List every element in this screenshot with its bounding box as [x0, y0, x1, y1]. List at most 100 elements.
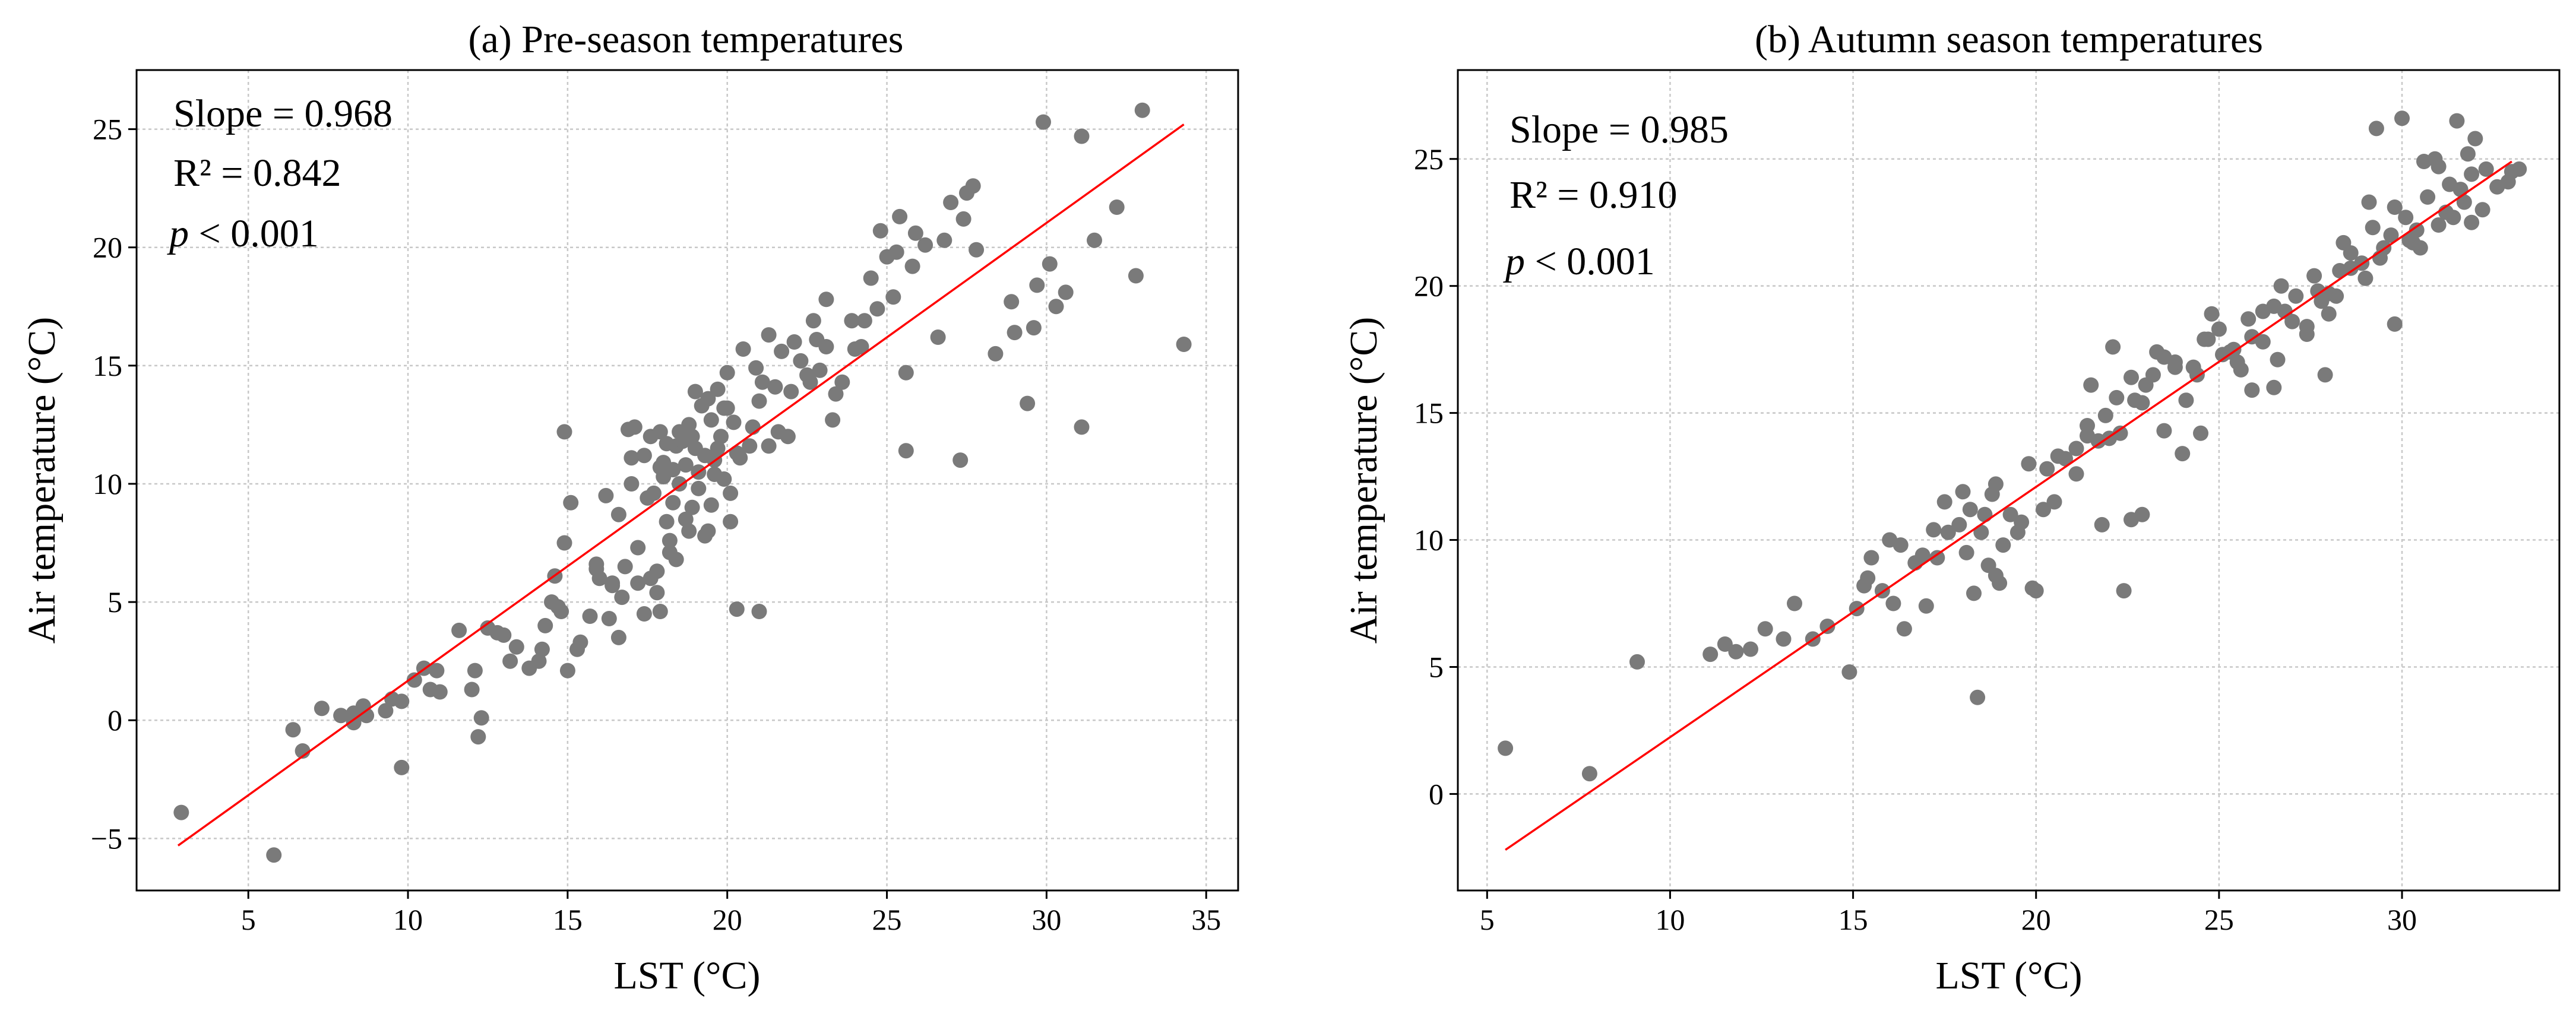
panel-b-data-point: [2449, 113, 2465, 129]
panel-b-data-point: [1973, 524, 1989, 540]
panel-a-data-point: [496, 627, 512, 643]
panel-a-plot-frame: [135, 69, 1239, 892]
panel-b-data-point: [2255, 303, 2271, 319]
panel-a-data-point: [451, 622, 467, 638]
panel-a-data-point: [556, 424, 572, 440]
panel-a-data-point: [786, 334, 802, 350]
panel-a-data-point: [748, 360, 764, 376]
panel-b-p-threshold: < 0.001: [1525, 240, 1655, 283]
panel-a-data-point: [754, 374, 770, 390]
panel-b-data-point: [2383, 227, 2399, 243]
panel-a-data-point: [473, 710, 489, 726]
panel-b-data-point: [2412, 240, 2428, 256]
panel-a-data-point: [729, 601, 745, 617]
panel-a-data-point: [563, 495, 579, 511]
panel-a-fit-line: [177, 123, 1185, 847]
panel-a-data-point: [502, 653, 518, 669]
panel-b-data-point: [2229, 354, 2245, 370]
panel-a-p-symbol: p: [167, 212, 189, 255]
panel-a-data-point: [1036, 114, 1051, 130]
panel-a-data-point: [1109, 199, 1125, 215]
panel-a-data-point: [969, 242, 985, 258]
panel-a-data-point: [716, 471, 732, 487]
panel-a-x-tick-label: 20: [713, 903, 742, 936]
panel-a-data-point: [429, 663, 445, 679]
panel-a-data-point: [936, 232, 952, 248]
panel-b: (b) Autumn season temperatures 5 10 15 20 25…: [1342, 18, 2561, 997]
panel-a-y-tick-label: 5: [107, 585, 122, 619]
panel-b-data-point: [1918, 598, 1934, 614]
panel-a-data-point: [470, 729, 486, 745]
panel-a-data-point: [767, 379, 783, 395]
panel-a-data-point: [898, 443, 914, 459]
panel-a-data-point: [508, 639, 524, 655]
panel-b-data-point: [2368, 121, 2384, 137]
panel-b-y-tick-label: 20: [1414, 270, 1444, 303]
panel-a-data-point: [624, 476, 640, 492]
panel-b-data-point: [2240, 311, 2257, 327]
panel-a-data-point: [697, 528, 713, 544]
panel-a-y-axis-label: Air temperature (°C): [20, 317, 64, 644]
panel-a-data-point: [774, 343, 790, 359]
panel-a-data-point: [713, 429, 729, 445]
panel-a-data-point: [610, 629, 626, 645]
panel-b-data-point: [1776, 631, 1792, 647]
panel-b-data-point: [2361, 194, 2377, 210]
panel-a-data-point: [659, 514, 675, 530]
panel-a-data-point: [888, 244, 904, 260]
panel-b-data-point: [1995, 537, 2011, 553]
panel-b-data-point: [2467, 131, 2483, 147]
panel-a-data-point: [285, 722, 301, 738]
panel-b-data-point: [2028, 583, 2044, 599]
panel-a-data-point: [672, 424, 688, 440]
panel-a-data-point: [818, 339, 834, 354]
panel-a-data-point: [652, 424, 668, 440]
panel-b-data-point: [1940, 524, 1956, 540]
panel-a-data-point: [614, 590, 630, 606]
panel-a-data-point: [1087, 232, 1102, 248]
panel-a-data-point: [844, 313, 860, 329]
panel-b-data-point: [2474, 202, 2490, 218]
panel-a-y-tick-label: 20: [93, 231, 122, 264]
panel-b-data-point: [1992, 575, 2008, 591]
panel-b-p-symbol: p: [1503, 240, 1525, 283]
panel-b-data-point: [2273, 278, 2289, 294]
panel-a-data-point: [295, 743, 311, 759]
panel-b-data-point: [2167, 354, 2183, 370]
panel-a-data-point: [751, 393, 767, 409]
panel-a-data-point: [952, 452, 969, 468]
panel-b-data-point: [1962, 502, 1978, 518]
panel-b-data-point: [1581, 766, 1597, 782]
panel-b-data-point: [1988, 476, 2004, 492]
panel-a-data-point: [681, 523, 697, 539]
panel-b-data-point: [2270, 351, 2286, 367]
panel-a-data-point: [531, 653, 547, 669]
panel-a-data-point: [793, 353, 809, 369]
panel-b-data-point: [1757, 621, 1773, 637]
panel-b-data-point: [2456, 194, 2472, 210]
panel-b-y-tick-label: 0: [1429, 777, 1444, 810]
panel-a-r2-text: R² = 0.842: [173, 151, 341, 195]
panel-b-data-point: [2416, 154, 2432, 169]
panel-a-slope-text: Slope = 0.968: [173, 92, 393, 135]
panel-a-data-point: [550, 599, 566, 615]
panel-a-p-value-text: p < 0.001: [167, 212, 319, 255]
panel-a-data-point: [917, 237, 933, 253]
panel-a-data-point: [378, 703, 394, 719]
panel-a-data-point: [885, 289, 901, 305]
panel-a-data-point: [534, 641, 550, 657]
panel-b-data-point: [2284, 313, 2300, 329]
panel-b-data-point: [2401, 232, 2417, 248]
panel-a-data-point: [703, 412, 719, 428]
panel-b-data-point: [2317, 367, 2333, 383]
panel-a-x-tick-label: 10: [393, 903, 423, 936]
panel-a-data-point: [988, 346, 1004, 362]
panel-a-points: [173, 102, 1192, 863]
panel-b-data-point: [2314, 293, 2330, 309]
panel-b-data-point: [2204, 306, 2220, 322]
panel-a-data-point: [572, 634, 588, 650]
panel-b-data-point: [2460, 146, 2476, 162]
panel-b-slope-text: Slope = 0.985: [1509, 108, 1729, 151]
panel-a-data-point: [700, 391, 716, 407]
panel-b-data-point: [1966, 585, 1982, 601]
